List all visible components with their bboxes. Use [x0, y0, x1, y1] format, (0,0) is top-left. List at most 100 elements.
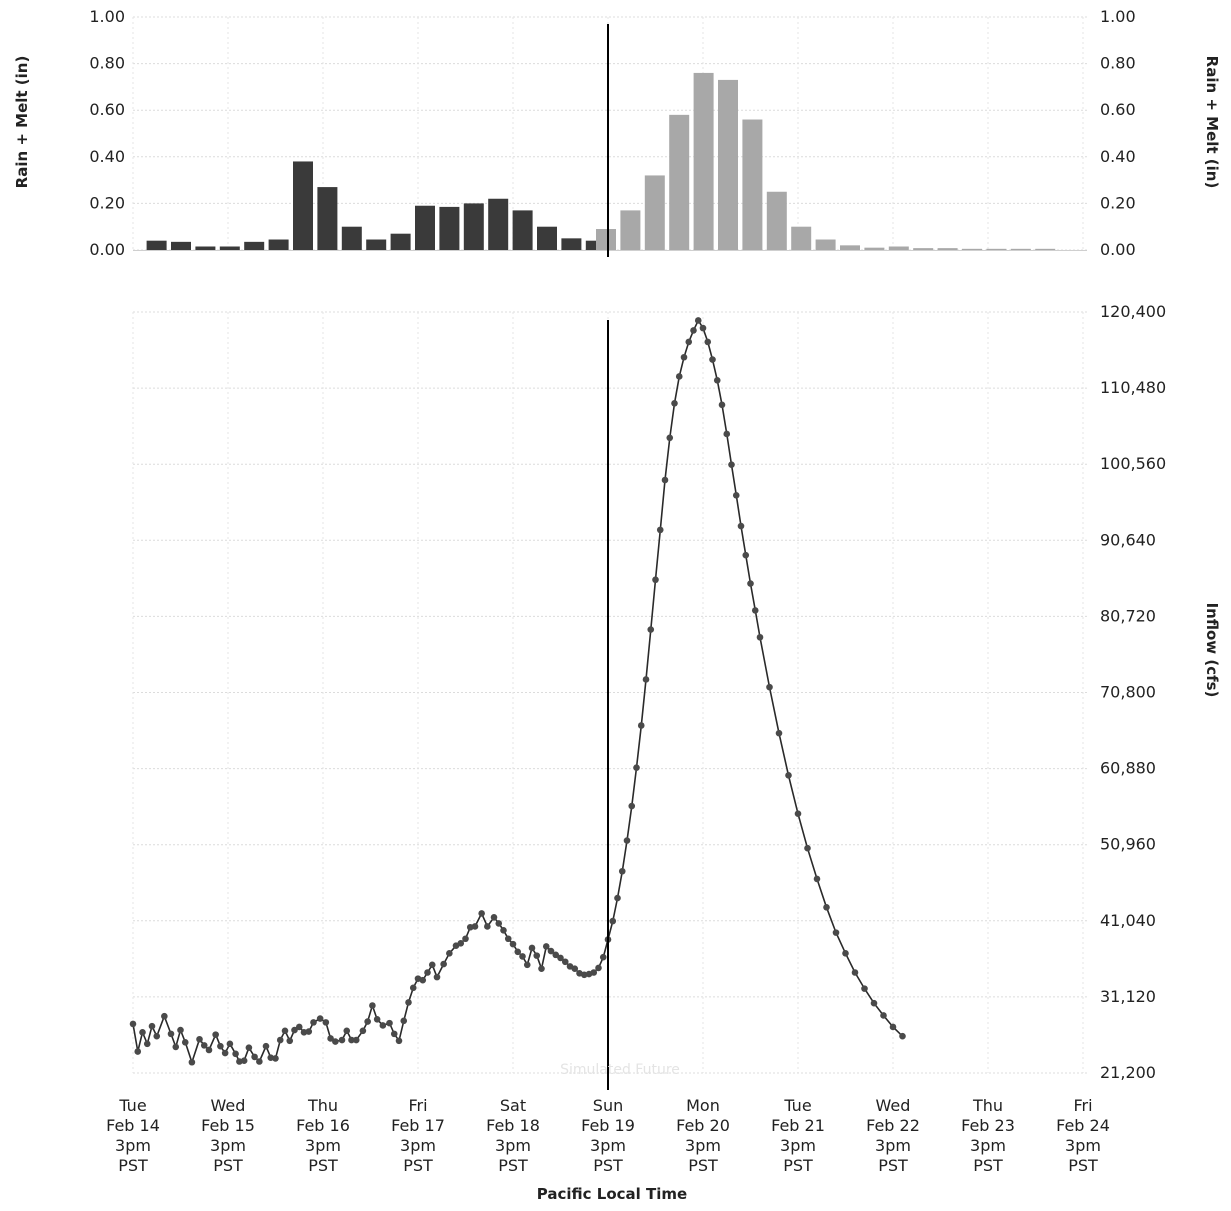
- inflow-point: [181, 1039, 189, 1046]
- inflow-point: [405, 999, 412, 1006]
- inflow-point: [647, 626, 655, 633]
- inflow-point: [538, 965, 545, 972]
- inflow-point: [390, 1030, 398, 1038]
- inflow-point: [226, 1040, 234, 1048]
- x-tick-day: Fri: [408, 1096, 427, 1115]
- inflow-point: [395, 1037, 403, 1045]
- inflow-point: [386, 1019, 393, 1027]
- x-tick-time: 3pm: [305, 1136, 341, 1155]
- inflow-y-tick: 31,120: [1100, 987, 1156, 1006]
- inflow-point: [484, 923, 491, 930]
- bar-y-tick-left: 0.00: [89, 240, 125, 259]
- inflow-point: [775, 729, 783, 737]
- inflow-point: [504, 935, 512, 943]
- inflow-point: [379, 1022, 387, 1029]
- inflow-point: [272, 1055, 279, 1062]
- bar-y-axis-title-left: Rain + Melt (in): [13, 56, 31, 189]
- forecast-bar: [766, 191, 787, 250]
- inflow-point: [756, 633, 764, 641]
- x-tick-day: Wed: [211, 1096, 246, 1115]
- inflow-point: [623, 837, 631, 844]
- inflow-point: [851, 969, 859, 976]
- x-tick-day: Tue: [118, 1096, 146, 1115]
- forecast-bar: [693, 72, 714, 250]
- inflow-point: [245, 1044, 253, 1051]
- bar-y-tick-right: 0.80: [1100, 54, 1136, 73]
- inflow-point: [595, 964, 602, 972]
- inflow-y-tick: 120,400: [1100, 302, 1166, 321]
- forecast-bar: [864, 247, 885, 250]
- inflow-point: [652, 576, 659, 584]
- inflow-point: [196, 1035, 203, 1043]
- x-tick-date: Feb 18: [486, 1116, 540, 1135]
- x-tick-time: 3pm: [685, 1136, 721, 1155]
- inflow-point: [373, 1016, 381, 1023]
- inflow-point: [685, 338, 693, 346]
- inflow-point: [751, 607, 759, 614]
- inflow-point: [571, 965, 579, 972]
- bar-y-tick-right: 1.00: [1100, 7, 1136, 26]
- inflow-point: [359, 1027, 367, 1035]
- inflow-point: [457, 940, 465, 947]
- x-tick-tz: PST: [498, 1156, 528, 1175]
- inflow-y-tick: 100,560: [1100, 454, 1166, 473]
- x-tick-tz: PST: [783, 1156, 813, 1175]
- bar-y-tick-right: 0.00: [1100, 240, 1136, 259]
- inflow-point: [369, 1002, 376, 1009]
- inflow-y-tick: 21,200: [1100, 1063, 1156, 1082]
- x-tick-day: Thu: [972, 1096, 1003, 1115]
- inflow-point: [732, 492, 740, 499]
- inflow-y-tick: 90,640: [1100, 530, 1156, 549]
- x-tick-time: 3pm: [590, 1136, 626, 1155]
- inflow-point: [161, 1012, 168, 1020]
- inflow-point: [713, 376, 721, 384]
- inflow-point: [823, 903, 830, 911]
- inflow-point: [276, 1036, 284, 1044]
- x-tick-tz: PST: [118, 1156, 148, 1175]
- x-tick-date: Feb 23: [961, 1116, 1015, 1135]
- inflow-point: [737, 522, 745, 530]
- observed-bar: [195, 246, 216, 250]
- forecast-bar: [840, 245, 860, 250]
- inflow-point: [188, 1058, 196, 1066]
- inflow-point: [661, 476, 669, 484]
- inflow-point: [666, 434, 674, 442]
- inflow-point: [338, 1036, 346, 1044]
- inflow-point: [167, 1030, 175, 1038]
- inflow-point: [694, 317, 702, 324]
- forecast-bar: [718, 79, 738, 250]
- inflow-point: [880, 1012, 887, 1019]
- inflow-point: [352, 1036, 360, 1044]
- x-tick-tz: PST: [593, 1156, 623, 1175]
- observed-bar: [146, 240, 167, 250]
- inflow-point: [690, 327, 697, 334]
- inflow-y-tick: 41,040: [1100, 911, 1156, 930]
- x-tick-time: 3pm: [210, 1136, 246, 1155]
- inflow-point: [794, 810, 802, 818]
- inflow-point: [409, 984, 417, 992]
- inflow-point: [364, 1018, 371, 1025]
- x-tick-time: 3pm: [400, 1136, 436, 1155]
- bar-y-tick-left: 1.00: [89, 7, 125, 26]
- inflow-point: [528, 944, 536, 952]
- inflow-point: [217, 1042, 224, 1050]
- inflow-point: [177, 1026, 184, 1034]
- x-tick-day: Tue: [783, 1096, 811, 1115]
- inflow-point: [232, 1050, 239, 1058]
- inflow-point: [256, 1058, 263, 1065]
- x-tick-tz: PST: [308, 1156, 338, 1175]
- inflow-y-tick: 110,480: [1100, 378, 1166, 397]
- observed-bar: [293, 161, 313, 250]
- forecast-bar: [1010, 248, 1031, 250]
- x-tick-time: 3pm: [970, 1136, 1006, 1155]
- inflow-point: [200, 1042, 208, 1049]
- inflow-point: [675, 373, 683, 380]
- inflow-point: [419, 976, 427, 984]
- inflow-point: [899, 1032, 906, 1040]
- inflow-point: [766, 683, 773, 691]
- inflow-point: [134, 1048, 142, 1055]
- forecast-bar: [888, 246, 909, 250]
- inflow-point: [310, 1019, 317, 1026]
- x-tick-time: 3pm: [780, 1136, 816, 1155]
